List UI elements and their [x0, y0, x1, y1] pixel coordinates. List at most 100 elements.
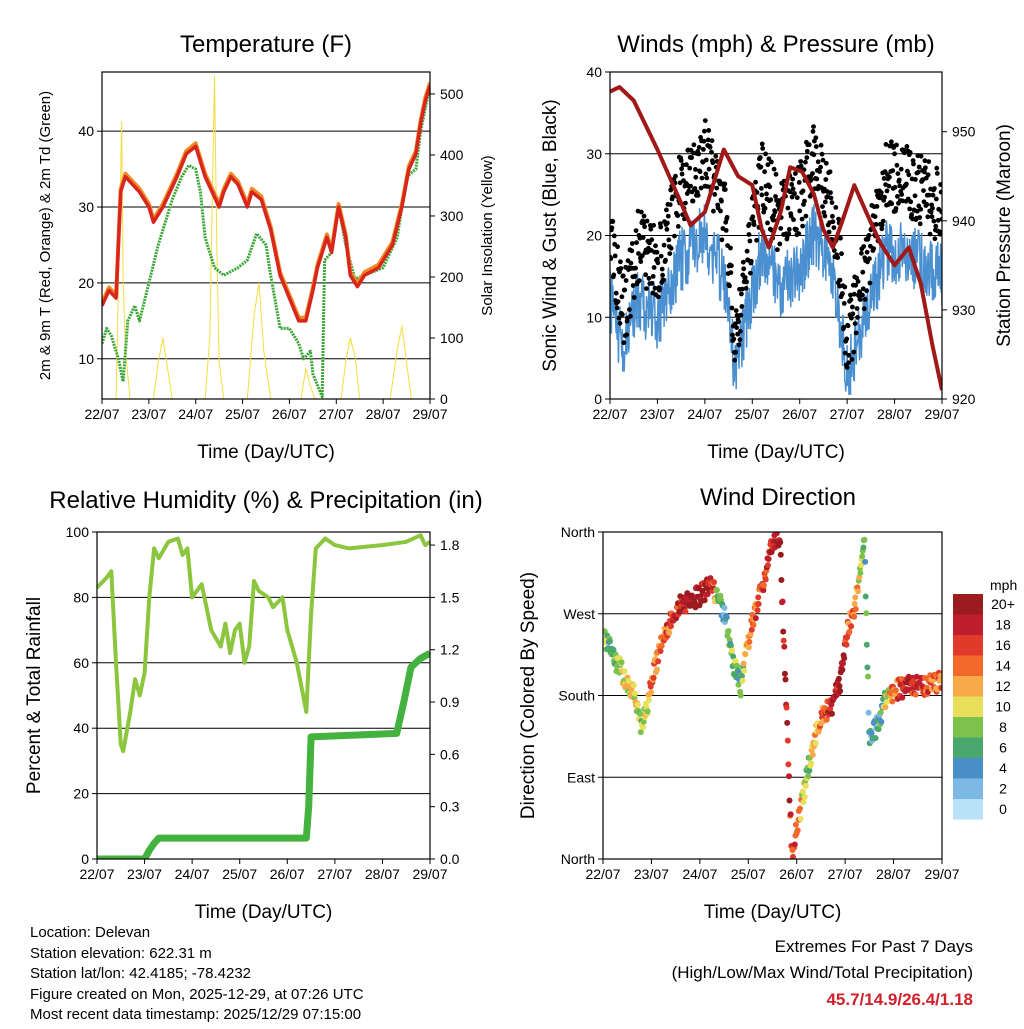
direction-point [777, 539, 784, 546]
gust-point [827, 169, 833, 175]
gust-point [760, 146, 766, 151]
gust-point [730, 332, 735, 338]
direction-point [781, 643, 788, 650]
gust-point [933, 223, 939, 229]
y-tick-label: 30 [586, 146, 602, 162]
gust-point [642, 224, 647, 230]
y-tick-label: 10 [586, 309, 602, 325]
gust-point [813, 135, 819, 141]
gust-point [739, 304, 745, 309]
gust-point [661, 242, 667, 248]
direction-point [707, 575, 714, 582]
gust-point [620, 273, 626, 279]
gust-point [722, 187, 728, 193]
gust-point [701, 147, 706, 152]
direction-point [741, 667, 748, 674]
legend-swatch [953, 676, 983, 697]
direction-point [777, 551, 784, 558]
gust-point [916, 164, 922, 170]
gust-point [696, 145, 702, 150]
gust-point [859, 250, 864, 256]
direction-point [937, 672, 942, 679]
gust-point [879, 222, 885, 228]
direction-point [666, 629, 673, 636]
direction-point [859, 553, 866, 560]
legend-swatch [953, 635, 983, 656]
x-tick-label: 29/07 [924, 866, 959, 882]
direction-point [650, 674, 657, 681]
gust-point [918, 153, 924, 159]
gust-point [763, 151, 768, 157]
direction-point [732, 658, 739, 664]
gust-point [683, 200, 688, 206]
x-tick-label: 22/07 [592, 406, 627, 422]
direction-point [846, 628, 853, 635]
direction-point [851, 613, 858, 620]
direction-point [755, 601, 762, 607]
plot-frame [609, 71, 943, 400]
x-tick-label: 25/07 [731, 866, 766, 882]
x-tick-label: 24/07 [178, 406, 213, 422]
gust-point [621, 340, 627, 346]
gust-point [638, 209, 644, 215]
direction-point [640, 718, 647, 725]
gust-point [821, 210, 827, 215]
gust-point [707, 144, 713, 150]
gust-point [762, 169, 767, 175]
gust-point [731, 336, 737, 342]
gust-point [820, 204, 825, 210]
direction-point [792, 821, 799, 828]
gust-point [734, 312, 740, 318]
y-right-tick-label: 0.6 [440, 746, 460, 762]
gust-point [768, 159, 774, 165]
gust-point [892, 184, 898, 190]
gust-point [667, 202, 673, 208]
direction-point [713, 587, 720, 593]
x-tick-label: 29/07 [412, 406, 447, 422]
direction-point [875, 726, 882, 733]
gust-point [614, 305, 620, 311]
gust-point [616, 315, 622, 321]
gust-point [663, 257, 668, 263]
y-right-tick-label: 1.5 [440, 589, 460, 605]
gust-point [771, 213, 776, 219]
gust-point [880, 218, 886, 224]
direction-point [841, 655, 848, 662]
gust-point [909, 212, 914, 218]
gust-point [703, 171, 709, 177]
gust-point [618, 266, 624, 271]
gust-point [874, 204, 880, 209]
gust-point [853, 330, 859, 336]
y-tick-label: 0 [81, 851, 89, 867]
gust-point [758, 186, 764, 191]
direction-point [781, 670, 788, 677]
x-tick-label: 24/07 [175, 866, 210, 882]
gust-point [655, 260, 661, 266]
gust-point [668, 187, 674, 193]
legend-label: 16 [995, 637, 1011, 653]
direction-point [765, 556, 772, 562]
gust-point [804, 148, 810, 154]
y-right-tick-label: 400 [440, 147, 464, 163]
gust-point [829, 200, 835, 206]
direction-point [621, 668, 628, 675]
gust-point [926, 159, 932, 165]
gust-point [767, 184, 773, 190]
gust-point [693, 167, 698, 172]
gust-point [853, 282, 859, 288]
direction-point [862, 593, 869, 600]
gust-point [646, 275, 652, 281]
gust-point [772, 209, 778, 215]
gust-point [791, 217, 796, 223]
gust-point [701, 138, 707, 144]
y-tick-label: 40 [73, 720, 89, 736]
gust-point [675, 213, 681, 218]
y-right-tick-label: 940 [952, 213, 976, 229]
x-tick-label: 28/07 [365, 866, 400, 882]
direction-point [802, 782, 809, 789]
x-tick-label: 24/07 [687, 406, 722, 422]
plot-area [603, 532, 942, 859]
temperature-2m-line [102, 85, 430, 323]
y-axis-right-label: Solar Insolation (Yellow) [479, 155, 496, 315]
gust-point [787, 189, 793, 195]
